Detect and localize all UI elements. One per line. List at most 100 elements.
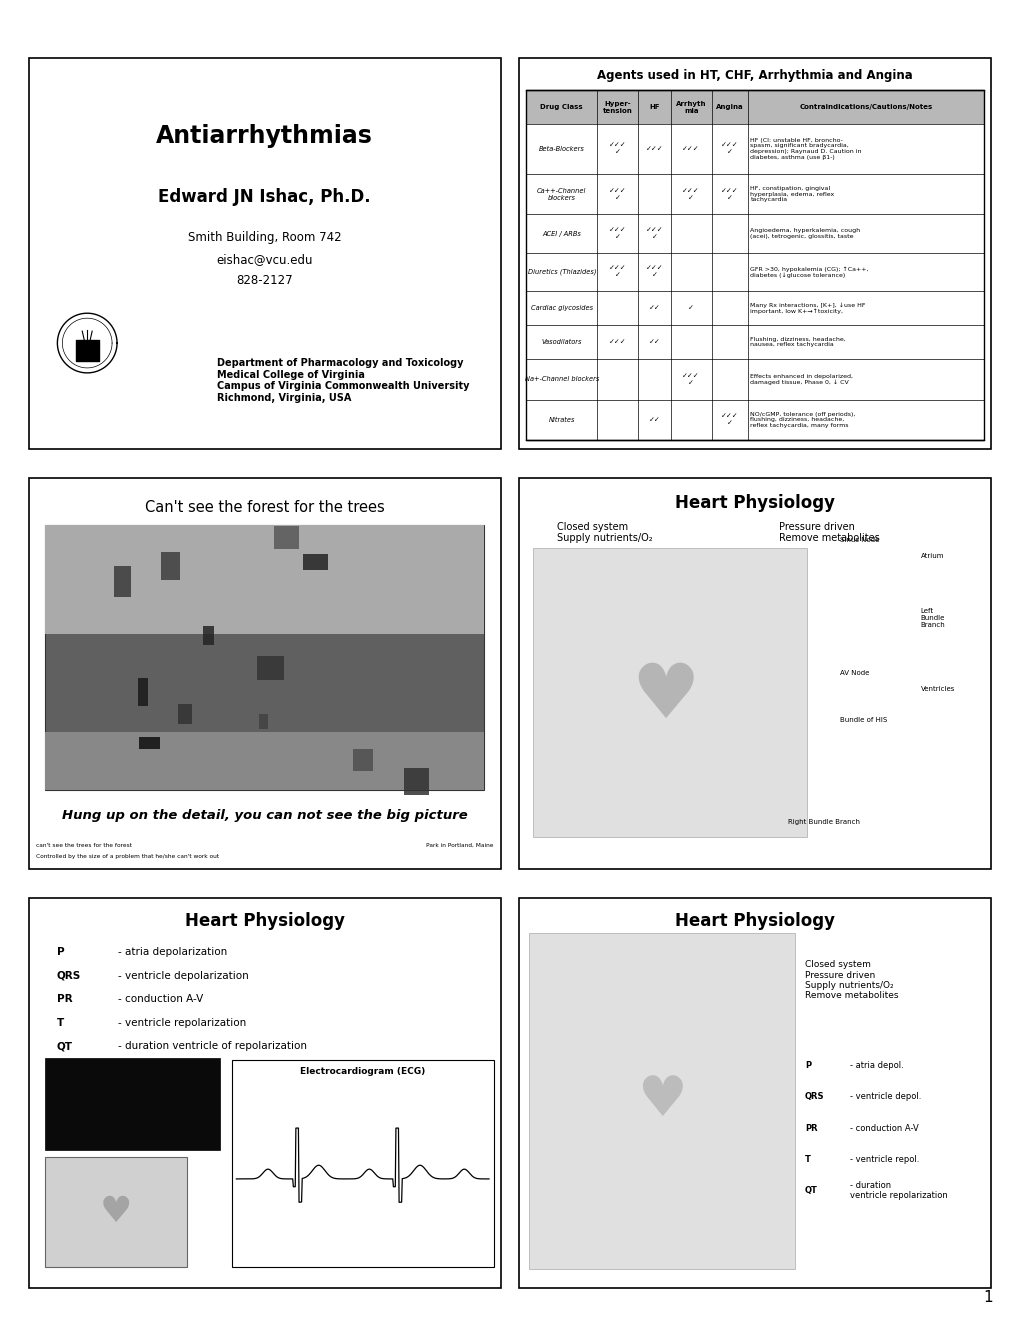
FancyBboxPatch shape xyxy=(303,553,327,570)
Text: ♥: ♥ xyxy=(100,1195,132,1229)
Text: - conduction A-V: - conduction A-V xyxy=(849,1123,918,1133)
FancyBboxPatch shape xyxy=(45,731,484,791)
FancyBboxPatch shape xyxy=(45,1057,220,1150)
Text: Pressure driven
Remove metabolites: Pressure driven Remove metabolites xyxy=(779,521,878,544)
Text: Angina: Angina xyxy=(715,104,743,110)
Text: ♥: ♥ xyxy=(631,660,699,734)
Text: QRS: QRS xyxy=(804,1093,823,1101)
Text: Many Rx interactions, [K+], ↓use HF
important, low K+→↑toxicity,: Many Rx interactions, [K+], ↓use HF impo… xyxy=(750,302,865,314)
Text: Hyper-
tension: Hyper- tension xyxy=(602,100,632,114)
Text: Edward JN Ishac, Ph.D.: Edward JN Ishac, Ph.D. xyxy=(158,187,371,206)
Text: Nitrates: Nitrates xyxy=(548,417,575,422)
FancyBboxPatch shape xyxy=(526,90,983,124)
Text: - atria depolarization: - atria depolarization xyxy=(118,948,227,957)
FancyBboxPatch shape xyxy=(231,1060,493,1267)
Text: ✓: ✓ xyxy=(688,305,694,312)
Text: HF, constipation, gingival
hyperplasia, edema, reflex
tachycardia: HF, constipation, gingival hyperplasia, … xyxy=(750,186,834,202)
FancyBboxPatch shape xyxy=(29,58,500,449)
Text: Flushing, dizziness, headache,
nausea, reflex tachycardia: Flushing, dizziness, headache, nausea, r… xyxy=(750,337,845,347)
Text: QT: QT xyxy=(57,1041,72,1051)
FancyBboxPatch shape xyxy=(257,656,284,680)
FancyBboxPatch shape xyxy=(29,898,500,1288)
Text: ACEI / ARBs: ACEI / ARBs xyxy=(542,231,581,236)
FancyBboxPatch shape xyxy=(161,552,179,579)
Text: can't see the trees for the forest: can't see the trees for the forest xyxy=(36,842,131,847)
Text: 828-2127: 828-2127 xyxy=(236,275,292,288)
Text: ✓✓✓
✓: ✓✓✓ ✓ xyxy=(682,187,699,201)
Text: Controlled by the size of a problem that he/she can't work out: Controlled by the size of a problem that… xyxy=(36,854,218,859)
Text: Heart Physiology: Heart Physiology xyxy=(675,912,835,931)
Text: Effects enhanced in depolarized,
damaged tissue, Phase 0, ↓ CV: Effects enhanced in depolarized, damaged… xyxy=(750,374,853,385)
FancyBboxPatch shape xyxy=(203,626,213,645)
Text: Contraindications/Cautions/Notes: Contraindications/Cautions/Notes xyxy=(799,104,932,110)
FancyBboxPatch shape xyxy=(259,714,268,730)
Text: ✓✓✓
✓: ✓✓✓ ✓ xyxy=(682,372,699,385)
Text: Smith Building, Room 742: Smith Building, Room 742 xyxy=(187,231,341,244)
FancyBboxPatch shape xyxy=(139,677,148,706)
Text: ♥: ♥ xyxy=(636,1073,686,1127)
Text: Heart Physiology: Heart Physiology xyxy=(184,912,344,931)
Text: - duration ventricle of repolarization: - duration ventricle of repolarization xyxy=(118,1041,307,1051)
FancyBboxPatch shape xyxy=(519,898,990,1288)
Text: Angioedema, hyperkalemia, cough
(acei), tetrogenic, glossitis, taste: Angioedema, hyperkalemia, cough (acei), … xyxy=(750,228,860,239)
Text: Diuretics (Thiazides): Diuretics (Thiazides) xyxy=(527,269,595,276)
Text: P: P xyxy=(804,1061,810,1071)
Text: Sinus Node: Sinus Node xyxy=(840,537,878,544)
Text: - ventricle repolarization: - ventricle repolarization xyxy=(118,1018,247,1028)
Text: ✓✓: ✓✓ xyxy=(648,339,659,345)
Text: ✓✓✓
✓: ✓✓✓ ✓ xyxy=(608,265,626,279)
Text: Antiarrhythmias: Antiarrhythmias xyxy=(156,124,373,148)
Text: QT: QT xyxy=(804,1187,817,1195)
Text: ✓✓✓
✓: ✓✓✓ ✓ xyxy=(720,143,738,156)
FancyBboxPatch shape xyxy=(45,525,484,791)
FancyBboxPatch shape xyxy=(353,750,372,771)
Text: - ventricle depolarization: - ventricle depolarization xyxy=(118,970,249,981)
Text: AV Node: AV Node xyxy=(840,671,869,676)
Text: QRS: QRS xyxy=(57,970,82,981)
Text: - duration
ventricle repolarization: - duration ventricle repolarization xyxy=(849,1181,947,1200)
Text: Drug Class: Drug Class xyxy=(540,104,583,110)
Text: ✓✓: ✓✓ xyxy=(648,305,659,312)
Text: - atria depol.: - atria depol. xyxy=(849,1061,903,1071)
Text: Agents used in HT, CHF, Arrhythmia and Angina: Agents used in HT, CHF, Arrhythmia and A… xyxy=(597,69,912,82)
Text: NO/cGMP, tolerance (off periods),
flushing, dizziness, headache,
reflex tachycar: NO/cGMP, tolerance (off periods), flushi… xyxy=(750,412,855,428)
Text: eishac@vcu.edu: eishac@vcu.edu xyxy=(216,253,313,265)
Text: Electrocardiogram (ECG): Electrocardiogram (ECG) xyxy=(300,1067,425,1076)
Text: Hung up on the detail, you can not see the big picture: Hung up on the detail, you can not see t… xyxy=(62,809,467,822)
Text: Bundle of HIS: Bundle of HIS xyxy=(840,717,887,723)
Text: Atrium: Atrium xyxy=(920,553,944,558)
FancyBboxPatch shape xyxy=(139,737,159,750)
Text: Closed system
Supply nutrients/O₂: Closed system Supply nutrients/O₂ xyxy=(556,521,652,544)
Text: Right Bundle Branch: Right Bundle Branch xyxy=(788,818,859,825)
Text: Na+-Channel blockers: Na+-Channel blockers xyxy=(524,376,598,383)
Text: ✓✓✓
✓: ✓✓✓ ✓ xyxy=(608,227,626,240)
FancyBboxPatch shape xyxy=(519,478,990,869)
Text: ✓✓✓
✓: ✓✓✓ ✓ xyxy=(608,187,626,201)
Text: P: P xyxy=(57,948,64,957)
Text: HF: HF xyxy=(649,104,659,110)
FancyBboxPatch shape xyxy=(45,1158,186,1267)
Text: Beta-Blockers: Beta-Blockers xyxy=(538,145,584,152)
Text: Left
Bundle
Branch: Left Bundle Branch xyxy=(920,609,945,628)
Text: T: T xyxy=(57,1018,64,1028)
Text: T: T xyxy=(804,1155,810,1164)
Text: Can't see the forest for the trees: Can't see the forest for the trees xyxy=(145,500,384,515)
Text: Closed system
Pressure driven
Supply nutrients/O₂
Remove metabolites: Closed system Pressure driven Supply nut… xyxy=(804,960,898,1001)
Text: - conduction A-V: - conduction A-V xyxy=(118,994,204,1005)
Text: - ventricle repol.: - ventricle repol. xyxy=(849,1155,918,1164)
Text: PR: PR xyxy=(57,994,72,1005)
Text: - ventricle depol.: - ventricle depol. xyxy=(849,1093,920,1101)
Text: ✓✓✓
✓: ✓✓✓ ✓ xyxy=(720,187,738,201)
FancyBboxPatch shape xyxy=(274,525,299,549)
FancyBboxPatch shape xyxy=(404,768,428,795)
Text: ✓✓✓
✓: ✓✓✓ ✓ xyxy=(645,265,662,279)
FancyBboxPatch shape xyxy=(528,933,795,1269)
Text: ✓✓✓
✓: ✓✓✓ ✓ xyxy=(645,227,662,240)
Text: Arrhyth
mia: Arrhyth mia xyxy=(676,100,706,114)
Text: Ca++-Channel
blockers: Ca++-Channel blockers xyxy=(537,187,586,201)
FancyBboxPatch shape xyxy=(114,566,130,597)
Text: ✓✓✓
✓: ✓✓✓ ✓ xyxy=(720,413,738,426)
Text: PR: PR xyxy=(804,1123,816,1133)
Text: HF (CI: unstable HF, broncho-
spasm, significant bradycardia,
depression); Rayna: HF (CI: unstable HF, broncho- spasm, sig… xyxy=(750,137,861,160)
FancyBboxPatch shape xyxy=(29,478,500,869)
